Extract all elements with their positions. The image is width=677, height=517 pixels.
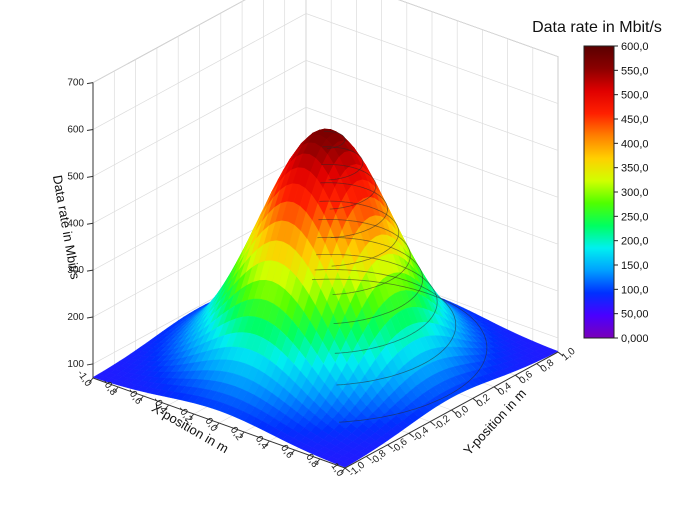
contour-line (322, 146, 364, 181)
contour-line (316, 253, 438, 354)
z-tick-label: 500 (67, 171, 84, 182)
x-tick-mark (113, 386, 119, 393)
y-tick-label: 0,6 (517, 369, 535, 387)
y-axis-label: Y-position in m (460, 386, 529, 458)
x-tick-mark (340, 467, 346, 474)
y-tick-mark (557, 351, 564, 357)
y-tick-mark (493, 386, 500, 392)
colorbar-tick-label: 350,0 (621, 163, 649, 175)
colorbar-gradient (583, 45, 615, 339)
z-tick-mark (86, 363, 94, 366)
colorbar-tick-label: 50,00 (621, 309, 649, 321)
y-tick-mark (472, 398, 479, 403)
colorbar-tick-label: 200,0 (621, 236, 649, 248)
surface-plot (92, 128, 559, 468)
y-tick-mark (387, 444, 393, 450)
x-tick-mark (88, 377, 94, 384)
x-tick-mark (239, 431, 245, 438)
colorbar-tick-label: 250,0 (621, 211, 649, 223)
z-tick-label: 600 (67, 125, 84, 136)
x-tick-mark (214, 422, 220, 429)
z-tick-label: 300 (67, 265, 84, 276)
z-tick-mark (86, 82, 94, 85)
x-tick-mark (265, 440, 270, 447)
y-tick-mark (408, 432, 415, 438)
x-tick-mark (290, 449, 295, 456)
x-tick-mark (139, 395, 144, 402)
colorbar-tick-label: 400,0 (621, 138, 649, 150)
y-tick-label: 0,0 (453, 404, 471, 422)
x-tick-mark (164, 404, 169, 411)
y-tick-label: 1,0 (560, 346, 578, 364)
colorbar-tick-label: 600,0 (621, 41, 649, 53)
y-tick-mark (451, 409, 457, 415)
z-tick-mark (86, 316, 94, 319)
colorbar: Data rate in Mbit/s 600,0 550,0 500,0 450,0… (532, 19, 662, 345)
colorbar-title: Data rate in Mbit/s (532, 19, 662, 36)
z-tick-mark (86, 175, 94, 178)
contour-line (321, 163, 377, 210)
x-tick-label: 0,2 (228, 425, 245, 443)
z-tick-mark (86, 129, 94, 132)
y-tick-mark (365, 456, 372, 461)
contour-line (318, 218, 411, 295)
y-tick-label: 0,8 (539, 357, 557, 375)
contour-line (320, 182, 388, 239)
x-tick-mark (189, 413, 195, 420)
x-tick-mark (315, 458, 321, 465)
y-tick-mark (515, 374, 521, 380)
y-tick-label: -0,6 (389, 436, 410, 456)
y-tick-mark (536, 363, 543, 368)
z-tick-label: 200 (67, 312, 84, 323)
y-tick-mark (429, 421, 436, 426)
colorbar-tick-label: 550,0 (621, 65, 649, 77)
z-tick-mark (86, 269, 94, 272)
z-tick-label: 700 (67, 78, 84, 89)
colorbar-tick-label: 450,0 (621, 114, 649, 126)
x-tick-label: 0,4 (253, 434, 270, 452)
colorbar-tick-label: 0,000 (621, 333, 649, 345)
x-tick-label: 0,6 (278, 443, 295, 461)
z-tick-mark (86, 222, 94, 225)
surface-cell (338, 461, 351, 468)
y-tick-label: -0,4 (411, 425, 432, 445)
y-tick-mark (344, 467, 351, 473)
colorbar-tick-label: 100,0 (621, 284, 649, 296)
z-tick-label: 400 (67, 218, 84, 229)
y-tick-label: 0,2 (475, 392, 493, 410)
colorbar-tick-label: 300,0 (621, 187, 649, 199)
z-tick-label: 100 (67, 359, 84, 370)
y-tick-label: -0,2 (432, 413, 453, 433)
contour-line (323, 130, 346, 149)
colorbar-tick-label: 150,0 (621, 260, 649, 272)
x-tick-label: -1,0 (75, 368, 94, 389)
colorbar-tick-label: 500,0 (621, 90, 649, 102)
contour-line (317, 236, 424, 324)
contour-line (311, 278, 488, 423)
contour-line (314, 269, 457, 386)
